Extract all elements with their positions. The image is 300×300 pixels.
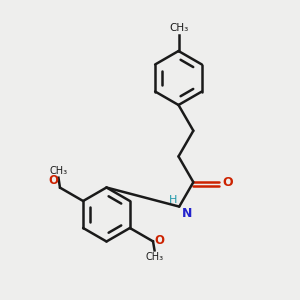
Text: O: O xyxy=(49,174,58,187)
Text: CH₃: CH₃ xyxy=(169,23,188,33)
Text: O: O xyxy=(154,234,164,247)
Text: N: N xyxy=(182,207,192,220)
Text: O: O xyxy=(223,176,233,189)
Text: CH₃: CH₃ xyxy=(50,166,68,176)
Text: H: H xyxy=(169,195,178,205)
Text: CH₃: CH₃ xyxy=(146,252,164,262)
